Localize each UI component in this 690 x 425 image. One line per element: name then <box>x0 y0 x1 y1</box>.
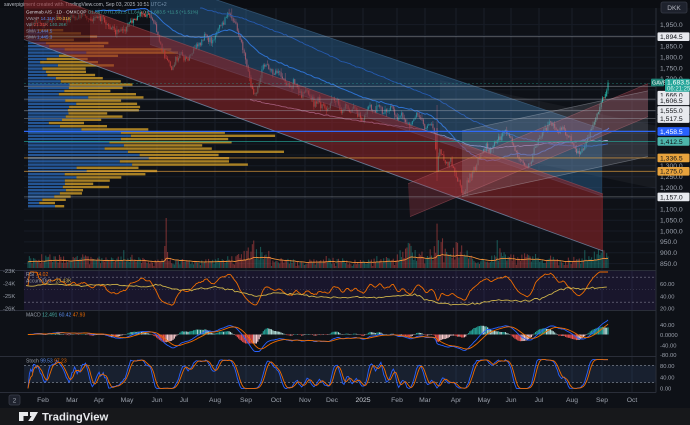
svg-text:TradingView: TradingView <box>42 412 109 424</box>
svg-text:1,157.0: 1,157.0 <box>660 194 683 201</box>
svg-text:Mar: Mar <box>66 397 78 404</box>
svg-text:1,750.0: 1,750.0 <box>660 65 683 72</box>
svg-text:Mar: Mar <box>419 397 431 404</box>
svg-text:1,517.5: 1,517.5 <box>660 116 683 123</box>
svg-text:Feb: Feb <box>37 397 49 404</box>
svg-text:1,050.0: 1,050.0 <box>660 218 683 225</box>
svg-text:Accum/Dist −23.43K: Accum/Dist −23.43K <box>26 279 72 285</box>
svg-text:1,555.0: 1,555.0 <box>660 108 683 115</box>
svg-text:Sep: Sep <box>596 397 608 404</box>
svg-text:80.00: 80.00 <box>660 364 675 370</box>
svg-text:06:21:25: 06:21:25 <box>667 87 690 93</box>
svg-text:May: May <box>121 397 134 404</box>
svg-text:0.00: 0.00 <box>660 387 671 393</box>
svg-text:1,894.5: 1,894.5 <box>660 34 683 41</box>
svg-text:2: 2 <box>13 398 17 405</box>
svg-text:-25K: -25K <box>3 294 15 300</box>
svg-text:1,336.5: 1,336.5 <box>660 155 683 162</box>
svg-text:0.0000: 0.0000 <box>660 333 678 339</box>
svg-text:2025: 2025 <box>355 397 370 404</box>
svg-text:-23K: -23K <box>3 269 15 275</box>
svg-text:GAVB: GAVB <box>652 81 667 87</box>
svg-text:SMA 1,445.3: SMA 1,445.3 <box>26 35 53 40</box>
svg-text:40.00: 40.00 <box>660 323 675 329</box>
svg-text:Genmab A/S · 1D · OMXCOP O1,66: Genmab A/S · 1D · OMXCOP O1,667.0 H1,691… <box>26 10 199 15</box>
svg-text:Jun: Jun <box>152 397 163 404</box>
svg-text:1,300.0: 1,300.0 <box>660 163 683 170</box>
svg-text:Feb: Feb <box>391 397 403 404</box>
svg-text:Oct: Oct <box>271 397 282 404</box>
svg-text:Stoch 99.53 97.23: Stoch 99.53 97.23 <box>26 359 67 365</box>
svg-text:40.00: 40.00 <box>660 294 675 300</box>
svg-text:1,606.5: 1,606.5 <box>660 98 683 105</box>
svg-text:MACD 12.491 60.42 47.93: MACD 12.491 60.42 47.93 <box>26 313 85 319</box>
svg-text:Jul: Jul <box>180 397 189 404</box>
svg-text:20.00: 20.00 <box>660 307 675 313</box>
svg-text:DKK: DKK <box>667 5 681 12</box>
svg-text:-26K: -26K <box>3 307 15 313</box>
svg-text:900.0: 900.0 <box>660 250 677 257</box>
svg-text:1,666.0: 1,666.0 <box>660 93 683 100</box>
svg-text:-24K: -24K <box>3 282 15 288</box>
svg-text:950.0: 950.0 <box>660 239 677 246</box>
svg-text:SMA 1,444.5: SMA 1,444.5 <box>26 28 53 33</box>
svg-text:VWAP 14.31K 20.31K: VWAP 14.31K 20.31K <box>26 16 72 21</box>
svg-text:1,250.0: 1,250.0 <box>660 174 683 181</box>
svg-text:saverpigiment created with Tra: saverpigiment created with TradingView.c… <box>4 2 167 8</box>
svg-text:1,950.0: 1,950.0 <box>660 22 683 29</box>
svg-text:Oct: Oct <box>627 397 638 404</box>
svg-text:RSI 74.02: RSI 74.02 <box>26 272 48 278</box>
svg-text:1,000.0: 1,000.0 <box>660 228 683 235</box>
svg-text:Aug: Aug <box>209 397 221 404</box>
svg-text:May: May <box>478 397 491 404</box>
svg-text:1,200.0: 1,200.0 <box>660 185 683 192</box>
svg-text:1,412.5: 1,412.5 <box>660 139 683 146</box>
svg-text:1,850.0: 1,850.0 <box>660 44 683 51</box>
svg-text:Apr: Apr <box>94 397 105 404</box>
svg-text:60.00: 60.00 <box>660 282 675 288</box>
svg-text:1,683.5: 1,683.5 <box>667 80 690 87</box>
svg-text:1,800.0: 1,800.0 <box>660 55 683 62</box>
svg-text:850.0: 850.0 <box>660 261 677 268</box>
svg-text:Apr: Apr <box>451 397 462 404</box>
svg-text:Jun: Jun <box>506 397 517 404</box>
svg-text:40.00: 40.00 <box>660 375 675 381</box>
svg-text:1,275.0: 1,275.0 <box>660 169 683 176</box>
svg-text:Nov: Nov <box>299 397 312 404</box>
svg-text:1,100.0: 1,100.0 <box>660 207 683 214</box>
svg-text:Aug: Aug <box>566 397 578 404</box>
svg-text:-80.00: -80.00 <box>660 353 676 359</box>
svg-text:Sep: Sep <box>240 397 252 404</box>
svg-text:-40.00: -40.00 <box>660 343 676 349</box>
svg-text:1,458.5: 1,458.5 <box>660 129 683 136</box>
svg-text:Dec: Dec <box>326 397 339 404</box>
svg-text:Jul: Jul <box>535 397 544 404</box>
svg-text:Vol 21.21K 140.26K: Vol 21.21K 140.26K <box>26 22 68 27</box>
